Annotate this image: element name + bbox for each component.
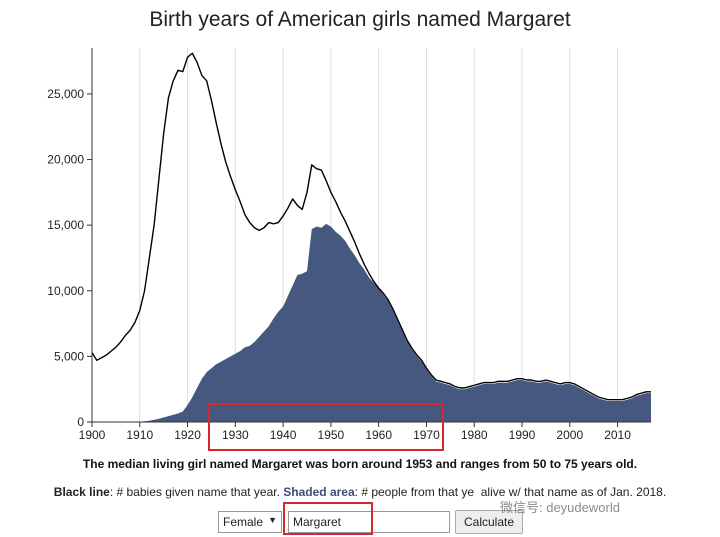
y-tick-label: 20,000: [47, 153, 84, 167]
chart-title: Birth years of American girls named Marg…: [149, 8, 571, 31]
x-tick-label: 1950: [318, 428, 345, 442]
x-tick-label: 1900: [79, 428, 106, 442]
x-tick-label: 1910: [126, 428, 153, 442]
highlight-box-years: [208, 403, 444, 451]
y-tick-label: 25,000: [47, 87, 84, 101]
calculate-button[interactable]: Calculate: [455, 510, 523, 534]
highlight-box-name: [283, 502, 373, 535]
legend-black-line-desc: : # babies given name that year.: [109, 485, 284, 499]
series-black-line: [91, 52, 651, 401]
summary-text: The median living girl named Margaret wa…: [82, 457, 638, 471]
x-tick-label: 2000: [556, 428, 583, 442]
area-layer: [92, 223, 651, 422]
x-tick-label: 1970: [413, 428, 440, 442]
x-tick-label: 1920: [174, 428, 201, 442]
chart-svg: 0 5,000 10,000 15,000 20,000 25,000 1900 1910 19…: [47, 48, 651, 442]
legend-text: Black line: # babies given name that yea…: [0, 485, 720, 499]
x-tick-label: 1940: [270, 428, 297, 442]
x-tick-label: 1930: [222, 428, 249, 442]
x-tick-label: 1990: [509, 428, 536, 442]
y-tick-label: 0: [77, 415, 84, 429]
axis-layer: 0 5,000 10,000 15,000 20,000 25,000 1900 1910 19…: [47, 48, 651, 442]
dropdown-arrow-icon: ▼: [268, 515, 277, 525]
gender-select[interactable]: Female ▼: [218, 511, 282, 533]
x-tick-label: 1960: [365, 428, 392, 442]
legend-black-line-label: Black line: [53, 485, 110, 499]
gender-select-value: Female: [223, 515, 264, 529]
x-tick-label: 2010: [604, 428, 631, 442]
series-shaded-area: [92, 223, 651, 422]
y-tick-label: 15,000: [47, 218, 84, 232]
y-tick-label: 10,000: [47, 284, 84, 298]
name-input-value: Margaret: [293, 515, 342, 529]
name-input[interactable]: Margaret: [288, 511, 450, 533]
x-tick-label: 1980: [461, 428, 488, 442]
legend-shaded-desc-2: alive w/ that name as of Jan. 2018.: [480, 485, 667, 499]
line-layer: [91, 52, 651, 401]
watermark: 微信号: deyudeworld: [500, 500, 620, 515]
y-tick-label: 5,000: [54, 349, 84, 363]
legend-shaded-desc: : # people from that ye: [354, 485, 475, 499]
legend-shaded-label: Shaded area: [283, 485, 355, 499]
